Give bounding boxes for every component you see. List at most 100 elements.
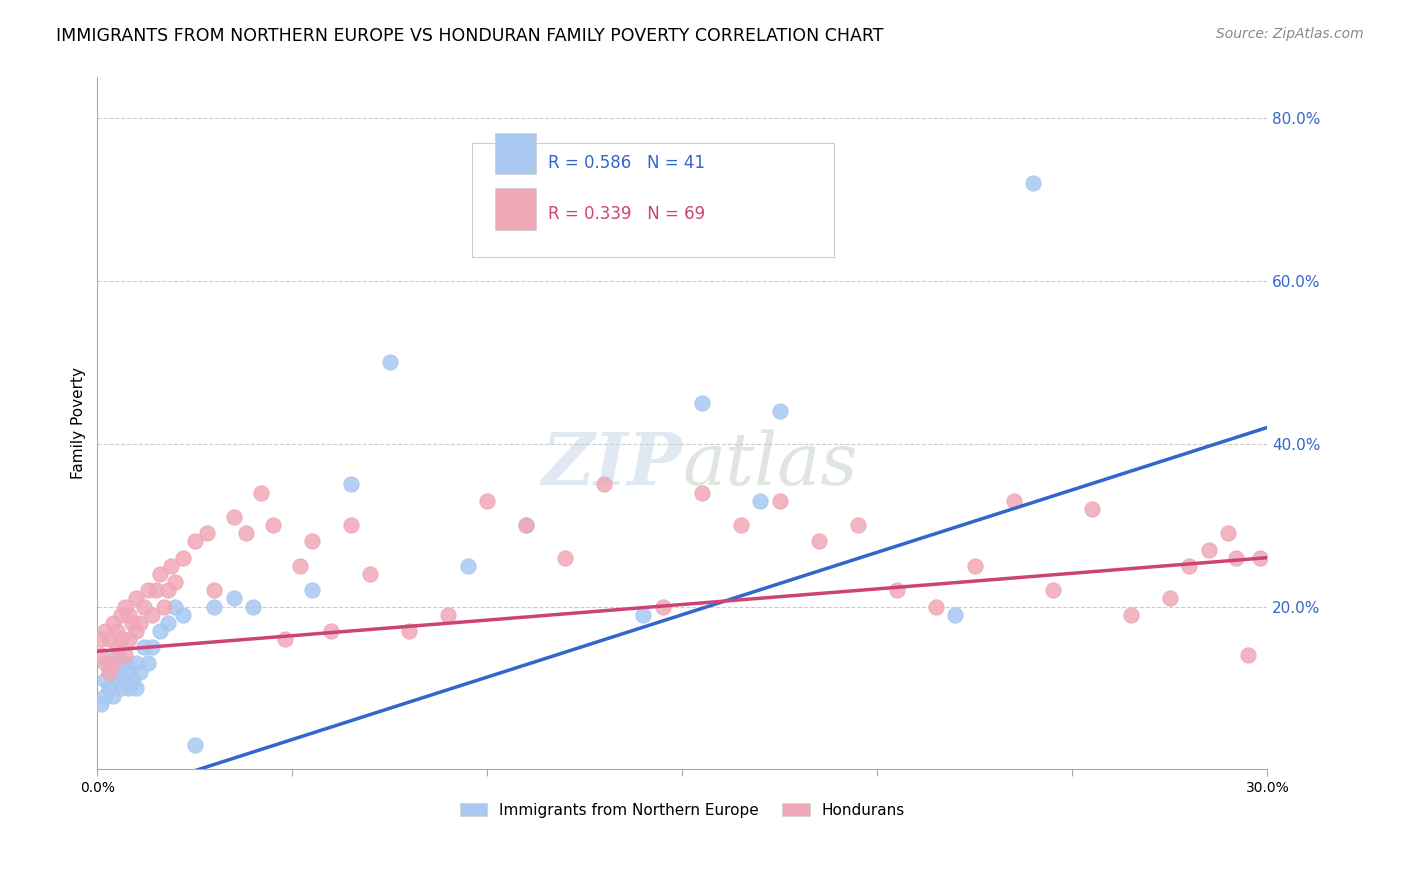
FancyBboxPatch shape — [495, 133, 536, 174]
Point — [110, 632, 132, 646]
Point — [121, 615, 143, 630]
Point — [121, 673, 143, 687]
Point — [1002, 493, 1025, 508]
Point — [136, 583, 159, 598]
Point — [117, 681, 139, 695]
Point — [202, 599, 225, 614]
Text: atlas: atlas — [682, 430, 858, 500]
Point — [769, 404, 792, 418]
Point — [222, 591, 245, 606]
Point — [651, 599, 673, 614]
Point — [149, 624, 172, 638]
Point — [94, 624, 117, 638]
Point — [125, 591, 148, 606]
Point — [114, 648, 136, 663]
Point — [242, 599, 264, 614]
Point — [160, 558, 183, 573]
Point — [593, 477, 616, 491]
Point — [105, 648, 128, 663]
Point — [114, 657, 136, 671]
Point — [105, 640, 128, 655]
Point — [136, 657, 159, 671]
Point — [98, 632, 121, 646]
Point — [398, 624, 420, 638]
FancyBboxPatch shape — [495, 188, 536, 229]
Text: R = 0.586   N = 41: R = 0.586 N = 41 — [548, 153, 704, 171]
Point — [101, 615, 124, 630]
Point — [690, 485, 713, 500]
Point — [94, 689, 117, 703]
Point — [114, 673, 136, 687]
Point — [114, 599, 136, 614]
Point — [165, 599, 187, 614]
Point — [125, 681, 148, 695]
Point — [129, 615, 152, 630]
Point — [301, 534, 323, 549]
Point — [90, 648, 112, 663]
Point — [98, 657, 121, 671]
Legend: Immigrants from Northern Europe, Hondurans: Immigrants from Northern Europe, Hondura… — [454, 797, 911, 824]
Text: R = 0.339   N = 69: R = 0.339 N = 69 — [548, 205, 704, 223]
Point — [1218, 526, 1240, 541]
Point — [1237, 648, 1260, 663]
Point — [437, 607, 460, 622]
Point — [457, 558, 479, 573]
Point — [195, 526, 218, 541]
Point — [117, 665, 139, 679]
Point — [110, 607, 132, 622]
Point — [943, 607, 966, 622]
Point — [886, 583, 908, 598]
Point — [730, 518, 752, 533]
Point — [129, 665, 152, 679]
Point — [101, 689, 124, 703]
Point — [90, 697, 112, 711]
Point — [250, 485, 273, 500]
Point — [321, 624, 343, 638]
Point — [105, 673, 128, 687]
Point — [184, 534, 207, 549]
Point — [554, 550, 576, 565]
Point — [156, 583, 179, 598]
Point — [262, 518, 284, 533]
Point — [1119, 607, 1142, 622]
Point — [98, 665, 121, 679]
Point — [288, 558, 311, 573]
Point — [273, 632, 295, 646]
Point — [1225, 550, 1247, 565]
Point — [105, 624, 128, 638]
Point — [515, 518, 537, 533]
Point — [152, 599, 174, 614]
Point — [1159, 591, 1181, 606]
Point — [110, 657, 132, 671]
Point — [117, 632, 139, 646]
Point — [172, 550, 194, 565]
Point — [165, 575, 187, 590]
Point — [925, 599, 948, 614]
Point — [149, 566, 172, 581]
Point — [1249, 550, 1271, 565]
Point — [134, 599, 156, 614]
Y-axis label: Family Poverty: Family Poverty — [72, 368, 86, 479]
Point — [477, 493, 499, 508]
Point — [1042, 583, 1064, 598]
Text: IMMIGRANTS FROM NORTHERN EUROPE VS HONDURAN FAMILY POVERTY CORRELATION CHART: IMMIGRANTS FROM NORTHERN EUROPE VS HONDU… — [56, 27, 884, 45]
Point — [690, 396, 713, 410]
Point — [98, 681, 121, 695]
Point — [301, 583, 323, 598]
Point — [125, 624, 148, 638]
Point — [1198, 542, 1220, 557]
Point — [749, 493, 772, 508]
Point — [101, 665, 124, 679]
Point — [1081, 501, 1104, 516]
Point — [222, 510, 245, 524]
Text: Source: ZipAtlas.com: Source: ZipAtlas.com — [1216, 27, 1364, 41]
Point — [235, 526, 257, 541]
Point — [1178, 558, 1201, 573]
Point — [90, 632, 112, 646]
Point — [94, 673, 117, 687]
Point — [110, 681, 132, 695]
Point — [340, 518, 363, 533]
Point — [172, 607, 194, 622]
Point — [515, 518, 537, 533]
Point — [963, 558, 986, 573]
